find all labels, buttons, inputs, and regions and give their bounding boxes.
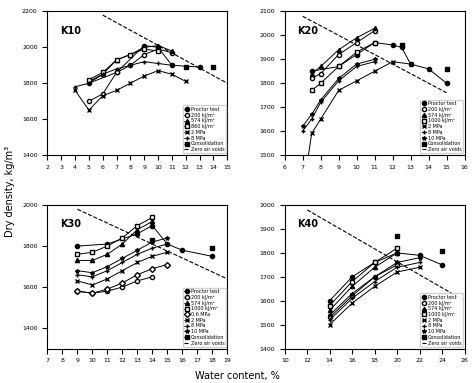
Text: K10: K10 (60, 26, 81, 36)
Text: K30: K30 (60, 219, 81, 229)
Text: Water content, %: Water content, % (194, 371, 280, 381)
Legend: Proctor test, 200 kJ/m³, 574 kJ/m³, 1000 kJ/m³, 2 MPa, 8 MPa, 10 MPa, Consolidat: Proctor test, 200 kJ/m³, 574 kJ/m³, 1000… (420, 293, 463, 347)
Legend: Proctor test, 200 kJ/m³, 574 kJ/m³, 1000 kJ/m³, 2 MPa, 8 MPa, 10 MPa, Consolidat: Proctor test, 200 kJ/m³, 574 kJ/m³, 1000… (420, 100, 463, 154)
Text: Dry density, kg/m³: Dry density, kg/m³ (5, 146, 15, 237)
Legend: Proctor test, 200 kJ/m³, 574 kJ/m³, 860 kJ/m³, 2 MPa, 8 MPa, Consolidation, Zero: Proctor test, 200 kJ/m³, 574 kJ/m³, 860 … (183, 105, 226, 154)
Text: K20: K20 (297, 26, 319, 36)
Legend: Proctor test, 200 kJ/m³, 574 kJ/m³, 1000 kJ/m³, 0.6 MPa, 2 MPa, 8 MPa, 10 MPa, C: Proctor test, 200 kJ/m³, 574 kJ/m³, 1000… (183, 288, 226, 347)
Text: K40: K40 (297, 219, 319, 229)
